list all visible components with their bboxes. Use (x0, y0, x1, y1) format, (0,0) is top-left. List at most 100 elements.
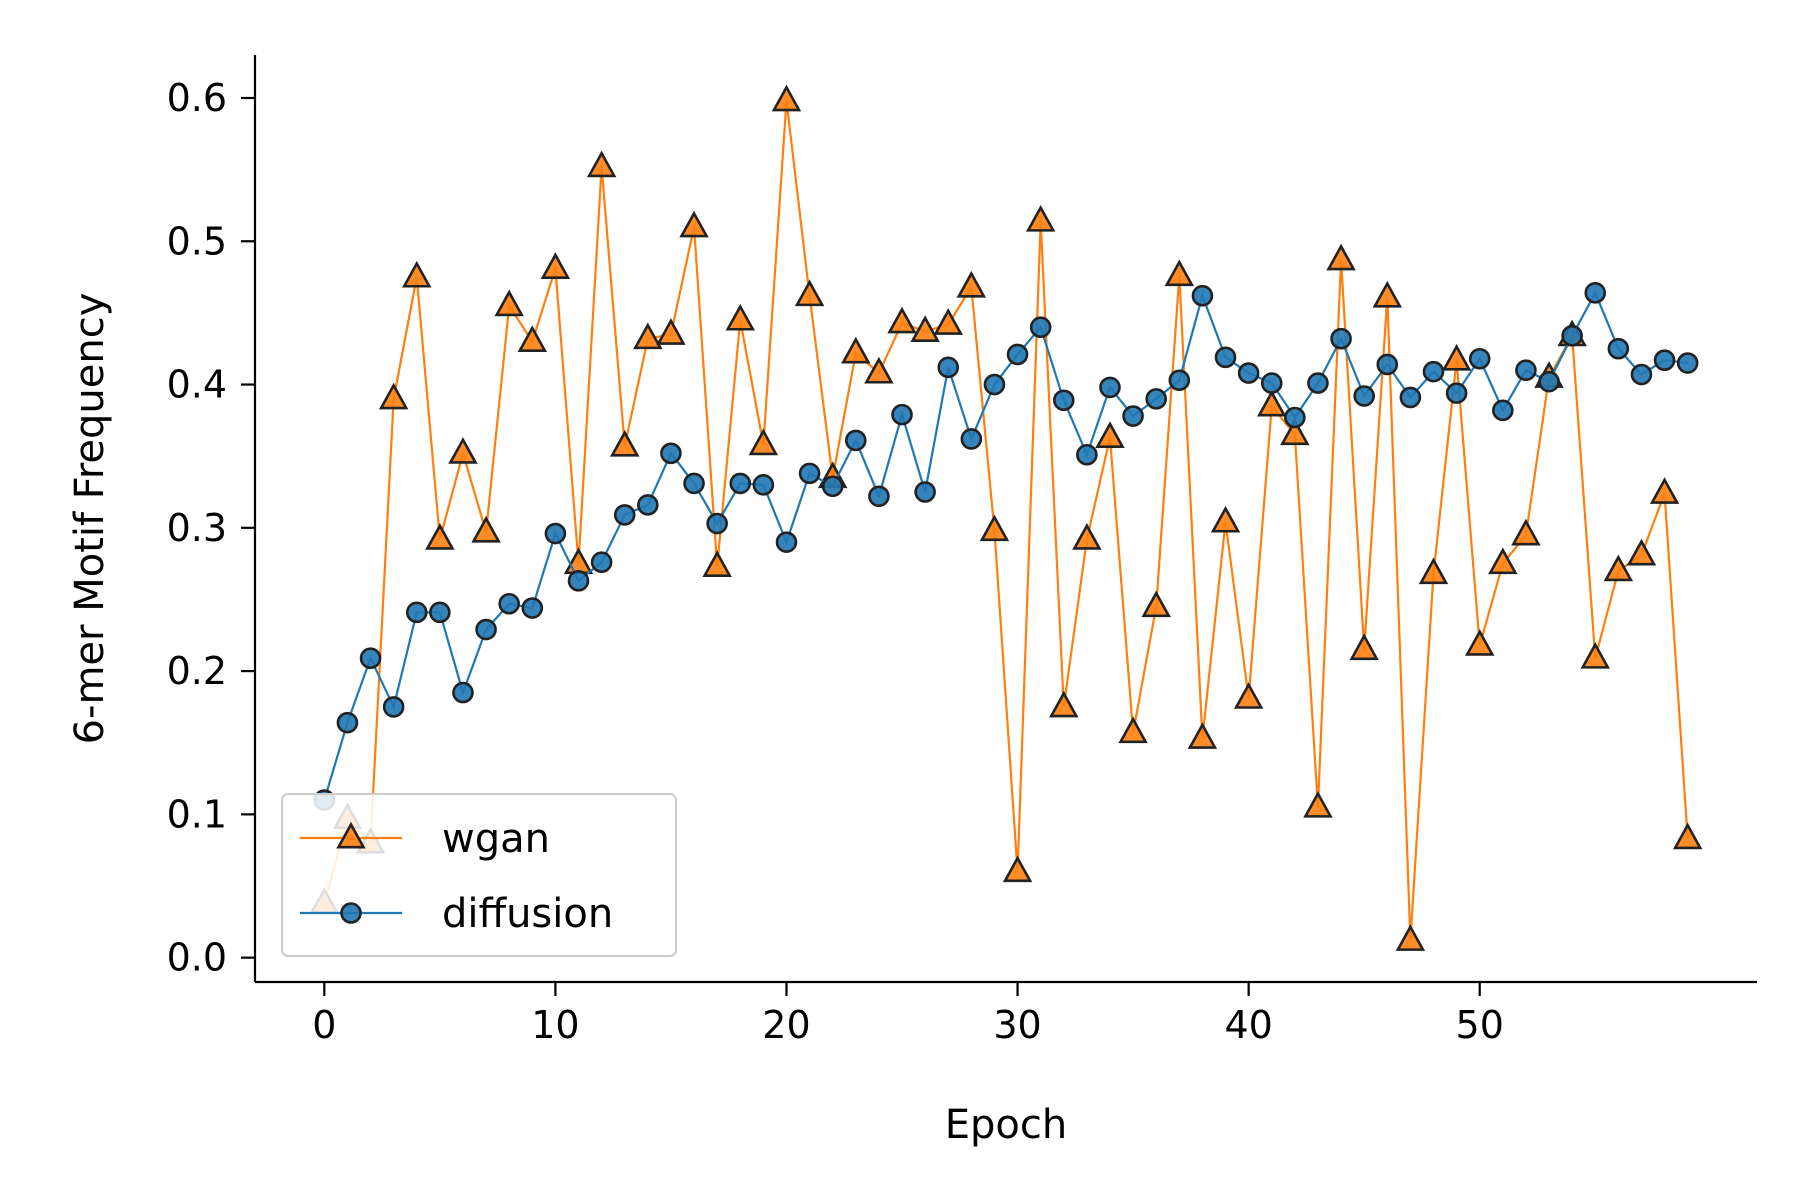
data-point-wgan (1049, 690, 1079, 718)
data-point-wgan (1626, 538, 1657, 566)
legend: wgan diffusion (281, 793, 677, 957)
data-point-diffusion (1052, 389, 1075, 412)
data-point-diffusion (683, 472, 705, 495)
data-point-diffusion (1284, 406, 1306, 429)
axes: 0 10 20 30 40 50 0.0 0.1 0.2 0.3 0.4 0.5 0.6 (167, 55, 1757, 1047)
x-ticks: 0 10 20 30 40 50 (312, 982, 1504, 1047)
data-point-wgan (1372, 280, 1403, 308)
data-point-wgan (540, 252, 571, 279)
data-point-wgan (494, 289, 524, 317)
data-point-wgan (702, 550, 732, 577)
data-point-wgan (656, 318, 686, 345)
data-point-diffusion (1445, 382, 1468, 404)
data-point-wgan (1280, 418, 1310, 446)
data-point-diffusion (429, 601, 451, 624)
data-point-wgan (425, 523, 455, 550)
data-point-diffusion (1237, 362, 1260, 384)
data-point-diffusion (1607, 337, 1630, 360)
data-point-diffusion (1191, 284, 1214, 307)
data-point-diffusion (637, 494, 659, 516)
data-point-diffusion (752, 474, 775, 496)
legend-item-diffusion: diffusion (300, 891, 613, 937)
data-point-diffusion (544, 522, 567, 545)
legend-label: wgan (442, 816, 550, 862)
data-point-wgan (1118, 716, 1148, 744)
data-point-diffusion (1492, 399, 1514, 422)
data-point-diffusion (359, 647, 382, 669)
data-point-wgan (910, 315, 940, 343)
y-tick-label: 0.0 (167, 936, 227, 980)
data-point-diffusion (1376, 353, 1399, 376)
data-point-wgan (1256, 389, 1287, 417)
data-point-wgan (1095, 421, 1125, 449)
data-point-diffusion (960, 428, 983, 450)
data-point-wgan (1025, 204, 1056, 232)
data-point-wgan (1441, 343, 1472, 371)
x-tick-label: 0 (312, 1003, 336, 1047)
data-point-diffusion (1260, 372, 1283, 394)
data-point-wgan (1233, 682, 1264, 709)
data-point-diffusion (1561, 325, 1583, 347)
data-point-wgan (586, 150, 617, 178)
data-point-wgan (1488, 547, 1518, 575)
x-axis-label: Epoch (945, 1102, 1067, 1148)
data-point-diffusion (729, 472, 752, 495)
data-point-wgan (725, 303, 756, 331)
data-point-diffusion (937, 356, 960, 379)
legend-items: wgan diffusion (300, 816, 613, 937)
y-tick-label: 0.1 (167, 792, 227, 836)
data-point-diffusion (452, 681, 474, 704)
data-point-wgan (841, 336, 871, 364)
data-point-wgan (933, 308, 963, 335)
data-point-wgan (1349, 633, 1379, 661)
data-point-diffusion (1676, 352, 1699, 374)
data-point-diffusion (405, 601, 428, 624)
data-point-wgan (1580, 641, 1610, 669)
series-diffusion (313, 282, 1699, 811)
data-point-diffusion (706, 512, 728, 535)
data-point-diffusion (521, 597, 544, 619)
data-point-diffusion (1468, 347, 1491, 370)
series-wgan (309, 84, 1703, 951)
data-point-wgan (1418, 557, 1449, 585)
data-point-wgan (1164, 259, 1195, 287)
x-tick-label: 40 (1224, 1003, 1272, 1047)
data-point-diffusion (498, 592, 520, 615)
y-tick-label: 0.5 (167, 219, 227, 263)
data-point-diffusion (1353, 385, 1375, 407)
data-point-diffusion (590, 551, 613, 573)
data-point-diffusion (868, 485, 890, 508)
data-point-wgan (1672, 822, 1703, 850)
x-tick-label: 50 (1456, 1003, 1504, 1047)
y-ticks: 0.0 0.1 0.2 0.3 0.4 0.5 0.6 (167, 76, 255, 980)
data-point-diffusion (1168, 369, 1191, 392)
legend-box (281, 793, 677, 957)
data-point-diffusion (336, 711, 359, 734)
data-point-diffusion (775, 531, 798, 553)
data-point-wgan (471, 515, 501, 543)
data-point-wgan (633, 322, 663, 350)
data-point-diffusion (1422, 360, 1445, 383)
data-point-wgan (1511, 518, 1541, 546)
data-point-wgan (679, 210, 709, 238)
data-point-diffusion (1653, 349, 1676, 371)
data-point-wgan (1464, 629, 1495, 656)
data-point-diffusion (1307, 372, 1329, 394)
data-point-diffusion (1029, 316, 1052, 339)
data-point-wgan (1187, 722, 1218, 749)
y-tick-label: 0.2 (167, 649, 227, 693)
data-point-diffusion (1630, 363, 1653, 386)
data-point-diffusion (475, 618, 497, 641)
x-tick-label: 30 (993, 1003, 1041, 1047)
data-point-diffusion (1006, 343, 1029, 366)
data-point-wgan (378, 382, 409, 410)
data-point-wgan (1395, 924, 1426, 951)
data-point-wgan (864, 356, 894, 384)
data-point-diffusion (1538, 370, 1560, 393)
data-point-diffusion (613, 504, 636, 526)
data-point-wgan (1326, 243, 1356, 271)
data-point-wgan (771, 84, 802, 112)
data-point-diffusion (1145, 388, 1167, 410)
